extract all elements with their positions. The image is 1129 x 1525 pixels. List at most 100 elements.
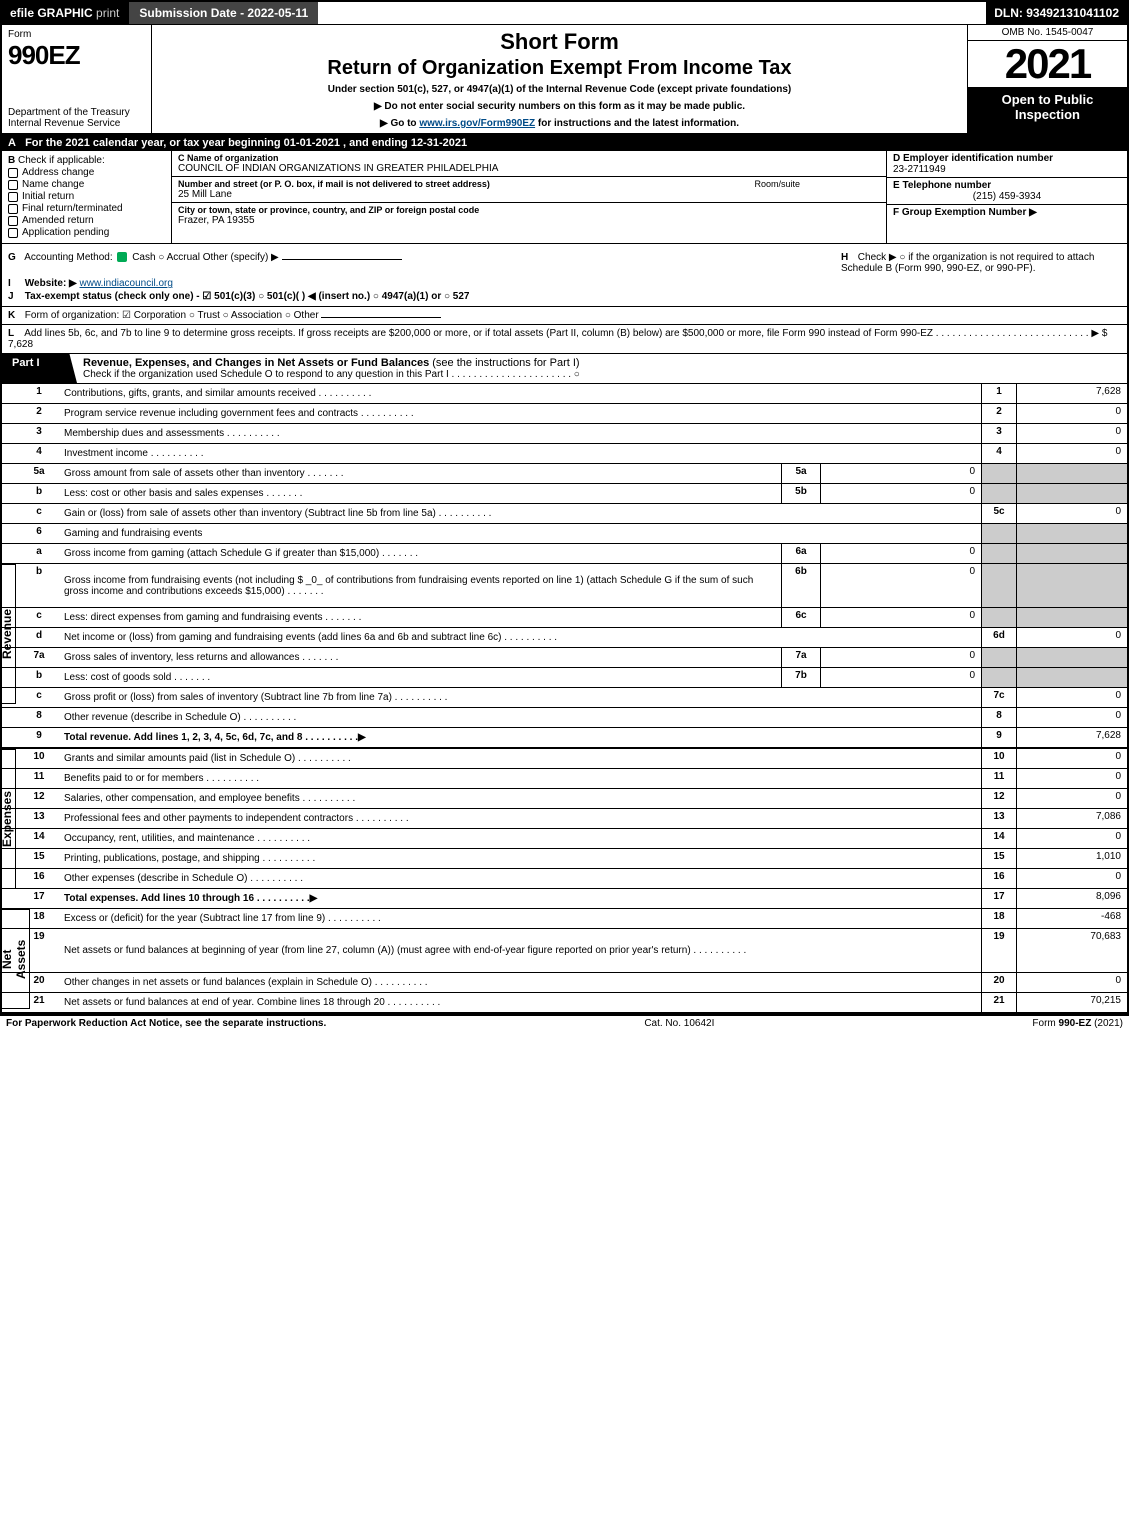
right-num [981, 564, 1017, 607]
right-num [981, 524, 1017, 543]
footer: For Paperwork Reduction Act Notice, see … [0, 1015, 1129, 1031]
line-desc: Professional fees and other payments to … [60, 809, 981, 828]
ein-label: D Employer identification number [893, 153, 1121, 164]
part1-header: Part I Revenue, Expenses, and Changes in… [0, 354, 1129, 384]
line-desc: Contributions, gifts, grants, and simila… [60, 384, 981, 403]
right-val: 70,215 [1017, 993, 1127, 1012]
right-num: 7c [981, 688, 1017, 707]
right-num [981, 648, 1017, 667]
checkbox-icon [8, 168, 18, 178]
checkbox-item[interactable]: Application pending [8, 227, 165, 238]
line-desc: Gaming and fundraising events [60, 524, 981, 543]
sub-line-val: 0 [821, 464, 981, 483]
website-link[interactable]: www.indiacouncil.org [80, 278, 173, 289]
row-city: City or town, state or province, country… [172, 203, 886, 228]
checkbox-item[interactable]: Name change [8, 179, 165, 190]
line-num: 11 [18, 769, 60, 788]
sub-line-num: 7a [781, 648, 821, 667]
line-num: 16 [18, 869, 60, 888]
right-num [981, 668, 1017, 687]
checkbox-icon [8, 216, 18, 226]
right-val: 1,010 [1017, 849, 1127, 868]
part1-tab: Part I [2, 354, 77, 383]
col-b-header: Check if applicable: [18, 155, 105, 166]
right-val: 0 [1017, 749, 1127, 768]
return-title: Return of Organization Exempt From Incom… [160, 57, 959, 80]
sub-line-val: 0 [821, 564, 981, 607]
right-val: 7,628 [1017, 728, 1127, 747]
right-num: 16 [981, 869, 1017, 888]
right-num: 14 [981, 829, 1017, 848]
netassets-table: 18Excess or (deficit) for the year (Subt… [0, 909, 1129, 1015]
note-ssn: Do not enter social security numbers on … [160, 101, 959, 112]
sub-line-val: 0 [821, 484, 981, 503]
line-desc: Program service revenue including govern… [60, 404, 981, 423]
right-val: 0 [1017, 973, 1127, 992]
omb-number: OMB No. 1545-0047 [968, 25, 1127, 41]
line-desc: Total expenses. Add lines 10 through 16 … [60, 889, 981, 908]
checkbox-item[interactable]: Address change [8, 167, 165, 178]
table-row: cLess: direct expenses from gaming and f… [2, 608, 1127, 628]
right-val [1017, 648, 1127, 667]
col-b: B Check if applicable: Address changeNam… [2, 151, 172, 243]
line-num: b [18, 564, 60, 607]
line-g: G Accounting Method: Cash ○ Accrual Othe… [8, 252, 841, 274]
right-num: 13 [981, 809, 1017, 828]
line-num: 9 [18, 728, 60, 747]
line-num: 2 [18, 404, 60, 423]
line-i: I Website: ▶ www.indiacouncil.org [8, 278, 1121, 289]
phone: (215) 459-3934 [893, 191, 1121, 202]
line-desc: Investment income . . . . . . . . . . [60, 444, 981, 463]
open-public: Open to Public Inspection [968, 88, 1127, 133]
right-val [1017, 464, 1127, 483]
revenue-section-wrap: Revenue 1Contributions, gifts, grants, a… [0, 384, 1129, 748]
checkbox-item[interactable]: Final return/terminated [8, 203, 165, 214]
right-num: 6d [981, 628, 1017, 647]
right-num: 10 [981, 749, 1017, 768]
right-num [981, 464, 1017, 483]
section-a: A For the 2021 calendar year, or tax yea… [0, 135, 1129, 151]
g-underline[interactable] [282, 259, 402, 260]
line-num: 13 [18, 809, 60, 828]
k-underline[interactable] [321, 317, 441, 318]
under-section: Under section 501(c), 527, or 4947(a)(1)… [160, 84, 959, 95]
line-desc: Excess or (deficit) for the year (Subtra… [60, 909, 981, 928]
j-text: Tax-exempt status (check only one) - ☑ 5… [25, 291, 470, 302]
row-group: F Group Exemption Number ▶ [887, 205, 1127, 220]
checkbox-item[interactable]: Initial return [8, 191, 165, 202]
right-val [1017, 608, 1127, 627]
table-row: 8Other revenue (describe in Schedule O) … [2, 708, 1127, 728]
table-row: 14Occupancy, rent, utilities, and mainte… [2, 829, 1127, 849]
table-row: 21Net assets or fund balances at end of … [2, 993, 1127, 1013]
irs-link[interactable]: www.irs.gov/Form990EZ [419, 118, 535, 129]
line-desc: Gross amount from sale of assets other t… [60, 464, 781, 483]
line-desc: Printing, publications, postage, and shi… [60, 849, 981, 868]
efile-label: efile GRAPHIC [10, 6, 93, 20]
line-num: a [18, 544, 60, 563]
table-row: aGross income from gaming (attach Schedu… [2, 544, 1127, 564]
line-h: H Check ▶ ○ if the organization is not r… [841, 252, 1121, 274]
sub-line-num: 7b [781, 668, 821, 687]
line-num: 10 [18, 749, 60, 768]
line-num: 19 [18, 929, 60, 972]
checkbox-item[interactable]: Amended return [8, 215, 165, 226]
room-label: Room/suite [754, 179, 800, 189]
line-num: b [18, 484, 60, 503]
line-desc: Less: cost or other basis and sales expe… [60, 484, 781, 503]
sub-line-val: 0 [821, 648, 981, 667]
line-desc: Net assets or fund balances at end of ye… [60, 993, 981, 1012]
line-desc: Gross income from fundraising events (no… [60, 564, 781, 607]
form-number: 990EZ [8, 40, 145, 71]
line-num: 15 [18, 849, 60, 868]
table-row: 19Net assets or fund balances at beginni… [2, 929, 1127, 973]
efile-button[interactable]: efile GRAPHIC print [2, 2, 127, 24]
right-val [1017, 544, 1127, 563]
right-num: 21 [981, 993, 1017, 1012]
form-label: Form [8, 29, 145, 40]
checkbox-label: Final return/terminated [22, 203, 123, 214]
table-row: bLess: cost or other basis and sales exp… [2, 484, 1127, 504]
right-num: 15 [981, 849, 1017, 868]
line-l: L Add lines 5b, 6c, and 7b to line 9 to … [0, 325, 1129, 354]
table-row: 17Total expenses. Add lines 10 through 1… [2, 889, 1127, 909]
line-desc: Net income or (loss) from gaming and fun… [60, 628, 981, 647]
